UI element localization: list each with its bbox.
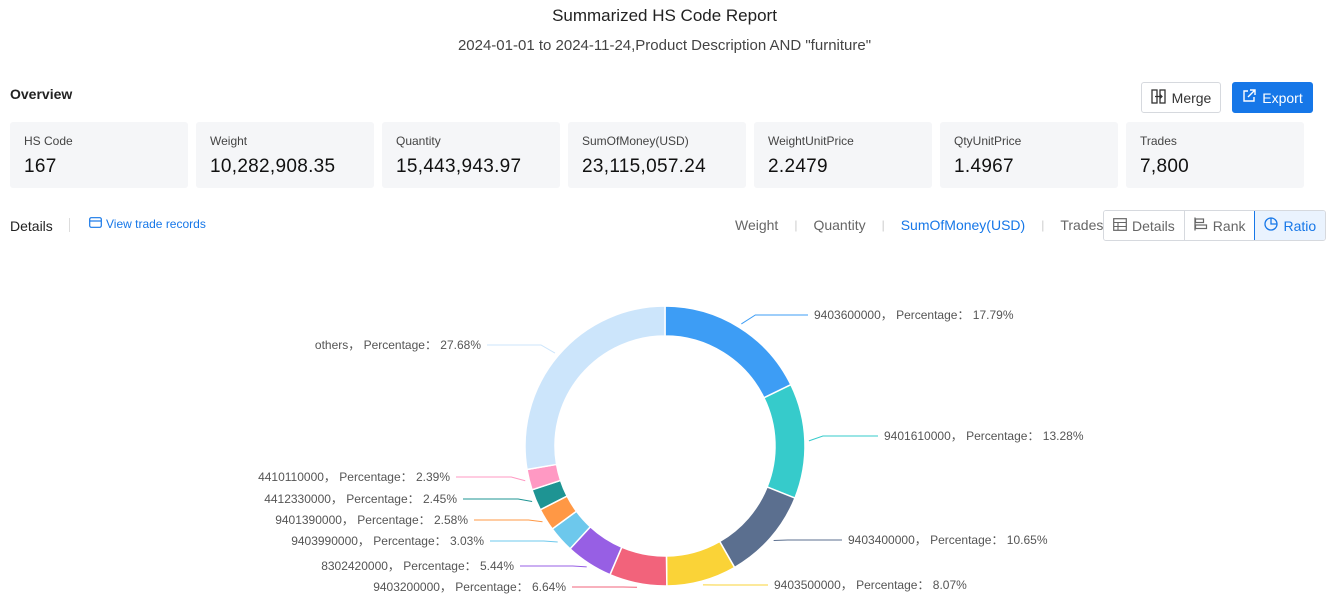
card-weight: Weight 10,282,908.35 — [196, 122, 374, 188]
card-icon — [89, 217, 102, 231]
leader-line-9403600000 — [741, 314, 808, 325]
view-trade-records-label: View trade records — [106, 217, 206, 231]
slice-label-9403400000: 9403400000， Percentage： 10.65% — [848, 533, 1048, 547]
details-label: Details — [10, 218, 53, 234]
card-label: HS Code — [24, 134, 73, 148]
tab-separator: | — [1041, 218, 1045, 232]
ratio-view-button[interactable]: Ratio — [1254, 211, 1326, 240]
card-quantity: Quantity 15,443,943.97 — [382, 122, 560, 188]
metric-tabs: Weight | Quantity | SumOfMoney(USD) | Tr… — [735, 217, 1103, 233]
tab-separator: | — [881, 218, 885, 232]
slice-label-9401610000: 9401610000， Percentage： 13.28% — [884, 429, 1084, 443]
rank-view-label: Rank — [1212, 217, 1246, 234]
leader-line-9401610000 — [808, 435, 878, 442]
export-icon — [1242, 89, 1256, 106]
merge-button[interactable]: Merge — [1141, 82, 1221, 113]
card-label: QtyUnitPrice — [954, 134, 1022, 148]
tab-quantity[interactable]: Quantity — [813, 217, 866, 233]
card-value: 167 — [24, 156, 57, 177]
export-label: Export — [1262, 89, 1303, 106]
details-view-button[interactable]: Details — [1104, 211, 1185, 240]
ratio-view-label: Ratio — [1283, 217, 1317, 234]
tab-separator: | — [794, 218, 798, 232]
overview-cards: HS Code 167 Weight 10,282,908.35 Quantit… — [10, 122, 1304, 188]
card-label: Trades — [1140, 134, 1177, 148]
card-qty-unit-price: QtyUnitPrice 1.4967 — [940, 122, 1118, 188]
leader-line-9403990000 — [490, 540, 558, 543]
export-button[interactable]: Export — [1232, 82, 1313, 113]
report-subtitle: 2024-01-01 to 2024-11-24,Product Descrip… — [457, 37, 872, 54]
donut-slice-9403500000[interactable] — [665, 540, 736, 587]
leader-line-4410110000 — [456, 476, 526, 482]
view-trade-records-link[interactable]: View trade records — [89, 217, 206, 231]
slice-label-9401390000: 9401390000， Percentage： 2.58% — [275, 513, 468, 527]
donut-slice-9403600000[interactable] — [664, 305, 792, 399]
slice-label-9403600000: 9403600000， Percentage： 17.79% — [814, 308, 1014, 322]
leader-line-8302420000 — [520, 565, 587, 568]
overview-label: Overview — [10, 86, 73, 102]
slice-label-9403500000: 9403500000， Percentage： 8.07% — [774, 578, 967, 592]
card-sum-of-money: SumOfMoney(USD) 23,115,057.24 — [568, 122, 746, 188]
card-label: SumOfMoney(USD) — [582, 134, 689, 148]
bar-rank-icon — [1194, 217, 1208, 234]
card-value: 10,282,908.35 — [210, 156, 336, 177]
card-value: 23,115,057.24 — [582, 156, 706, 177]
report-title: Summarized HS Code Report — [552, 6, 777, 25]
card-label: Weight — [210, 134, 248, 148]
donut-slice-9401610000[interactable] — [762, 383, 806, 500]
card-weight-unit-price: WeightUnitPrice 2.2479 — [754, 122, 932, 188]
merge-icon — [1151, 88, 1166, 107]
card-label: Quantity — [396, 134, 441, 148]
card-trades: Trades 7,800 — [1126, 122, 1304, 188]
leader-line-9403400000 — [773, 539, 842, 542]
card-label: WeightUnitPrice — [768, 134, 854, 148]
card-value: 7,800 — [1140, 156, 1190, 177]
table-icon — [1113, 217, 1127, 234]
slice-label-4410110000: 4410110000， Percentage： 2.39% — [258, 470, 450, 484]
divider — [69, 218, 70, 232]
tab-sum-of-money[interactable]: SumOfMoney(USD) — [900, 217, 1026, 233]
details-view-label: Details — [1132, 217, 1175, 234]
leader-line-4412330000 — [463, 498, 533, 502]
slice-label-8302420000: 8302420000， Percentage： 5.44% — [321, 559, 514, 573]
leader-line-others — [487, 344, 556, 354]
card-value: 2.2479 — [768, 156, 828, 177]
donut-slice-others[interactable] — [524, 305, 666, 471]
leader-line-9401390000 — [474, 519, 543, 523]
card-value: 15,443,943.97 — [396, 156, 522, 177]
slice-label-9403990000: 9403990000， Percentage： 3.03% — [291, 534, 484, 548]
slice-label-4412330000: 4412330000， Percentage： 2.45% — [264, 492, 457, 506]
rank-view-button[interactable]: Rank — [1184, 211, 1256, 240]
slice-label-others: others， Percentage： 27.68% — [315, 338, 481, 352]
merge-label: Merge — [1171, 89, 1212, 106]
tab-trades[interactable]: Trades — [1060, 217, 1104, 233]
donut-slice-9403400000[interactable] — [718, 485, 796, 569]
tab-weight[interactable]: Weight — [735, 217, 779, 233]
view-switch: Details Rank Ratio — [1103, 210, 1327, 241]
pie-icon — [1264, 217, 1279, 234]
ratio-donut-chart: 9403600000， Percentage： 17.79% 9401610000… — [258, 305, 1084, 594]
card-value: 1.4967 — [954, 156, 1014, 177]
slice-label-9403200000: 9403200000， Percentage： 6.64% — [373, 580, 566, 594]
card-hs-code: HS Code 167 — [10, 122, 188, 188]
